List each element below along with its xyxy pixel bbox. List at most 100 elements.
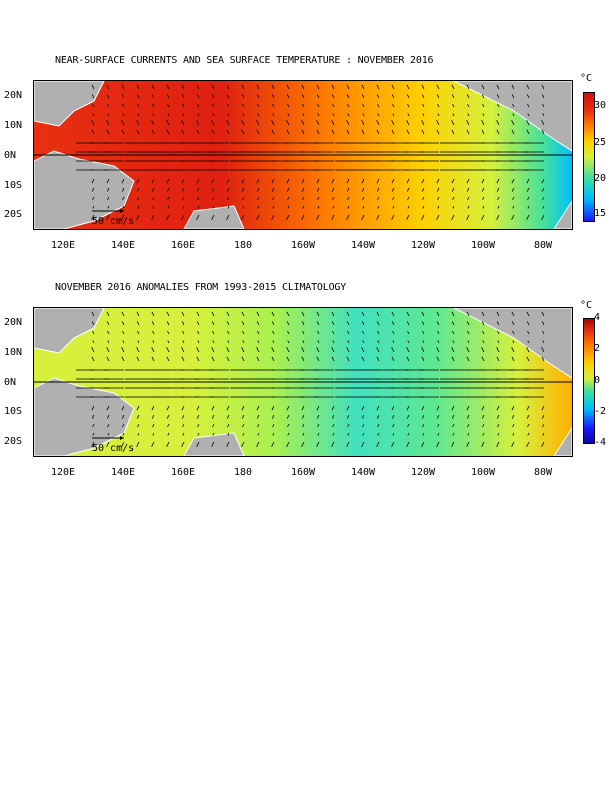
lat-tick: 20N <box>4 90 23 101</box>
current-vector <box>331 120 335 126</box>
current-vector <box>482 113 485 117</box>
current-vector <box>422 330 425 335</box>
current-vector <box>406 441 410 447</box>
current-vector <box>376 84 380 90</box>
current-vector <box>496 414 500 419</box>
current-vector <box>181 84 185 90</box>
current-vector <box>272 432 275 436</box>
current-vector <box>301 178 305 184</box>
current-vector <box>467 103 470 108</box>
current-vector <box>362 423 365 428</box>
current-vector <box>227 432 230 436</box>
current-vector <box>106 441 110 447</box>
current-vector <box>152 196 155 201</box>
current-vector <box>436 311 440 317</box>
current-vector <box>407 340 410 344</box>
current-vector <box>511 311 515 317</box>
current-vector <box>166 414 170 419</box>
current-vector <box>91 405 95 411</box>
current-vector <box>466 120 470 126</box>
current-vector <box>151 129 155 135</box>
current-vector <box>526 356 530 362</box>
current-vector <box>526 129 530 135</box>
current-vector <box>376 120 380 126</box>
current-vector <box>241 178 245 184</box>
current-vector <box>526 441 530 447</box>
current-vector <box>136 94 140 99</box>
current-vector <box>227 330 230 335</box>
current-vector <box>496 321 500 326</box>
lon-tick: 160E <box>170 467 196 478</box>
current-vector <box>271 321 275 326</box>
anomaly-map <box>33 307 573 457</box>
current-vector <box>271 405 275 411</box>
current-vector <box>301 311 305 317</box>
current-vector <box>407 330 410 335</box>
current-vector <box>481 187 485 192</box>
current-vector <box>481 441 485 447</box>
current-vector <box>526 84 530 90</box>
lon-tick: 140W <box>350 467 376 478</box>
current-vector <box>241 311 245 317</box>
current-vector <box>361 311 365 317</box>
current-vector <box>212 103 215 108</box>
current-vector <box>392 113 395 117</box>
current-vector <box>256 214 260 220</box>
current-vector <box>121 187 125 192</box>
current-vector <box>211 187 215 192</box>
current-vector <box>361 187 365 192</box>
current-vector <box>167 423 170 428</box>
current-vector <box>301 441 305 447</box>
current-vector <box>391 356 395 362</box>
current-vector <box>332 113 335 117</box>
current-vector <box>451 120 455 126</box>
current-vector <box>316 214 320 220</box>
current-vector <box>527 432 530 436</box>
current-vector <box>541 187 545 192</box>
current-vector <box>482 330 485 335</box>
lon-tick: 140E <box>110 240 136 251</box>
current-vector <box>437 103 440 108</box>
current-vector <box>152 432 155 436</box>
current-vector <box>137 330 140 335</box>
current-vector <box>317 423 320 428</box>
current-vector <box>242 330 245 335</box>
current-vector <box>421 356 425 362</box>
current-vector <box>421 321 425 326</box>
current-vector <box>91 214 95 220</box>
current-vector <box>437 113 440 117</box>
current-vector <box>136 405 140 411</box>
current-vector <box>151 311 155 317</box>
current-vector <box>362 340 365 344</box>
current-vector <box>361 356 365 362</box>
scale-arrow-head <box>120 436 124 440</box>
current-vector <box>542 423 545 428</box>
current-vector <box>226 84 230 90</box>
current-vector <box>166 347 170 353</box>
current-vector <box>197 340 200 344</box>
current-vector <box>391 414 395 419</box>
current-vector <box>466 347 470 353</box>
current-vector <box>196 120 200 126</box>
current-vector <box>181 187 185 192</box>
current-vector <box>346 347 350 353</box>
current-vector <box>122 340 125 344</box>
current-vector <box>106 414 110 419</box>
colorbar-tick: 30 <box>594 100 607 111</box>
current-vector <box>91 414 95 419</box>
current-vector <box>436 356 440 362</box>
current-vector <box>136 356 140 362</box>
current-vector <box>166 321 170 326</box>
lat-tick: 20S <box>4 209 23 220</box>
current-vector <box>391 347 395 353</box>
current-vector <box>91 178 95 184</box>
current-vector <box>436 321 440 326</box>
current-vector <box>242 432 245 436</box>
current-vector <box>541 405 545 411</box>
current-vector <box>301 129 305 135</box>
current-vector <box>496 214 500 220</box>
current-vector <box>331 311 335 317</box>
current-vector <box>226 347 230 353</box>
current-vector <box>151 84 155 90</box>
current-vector <box>257 103 260 108</box>
